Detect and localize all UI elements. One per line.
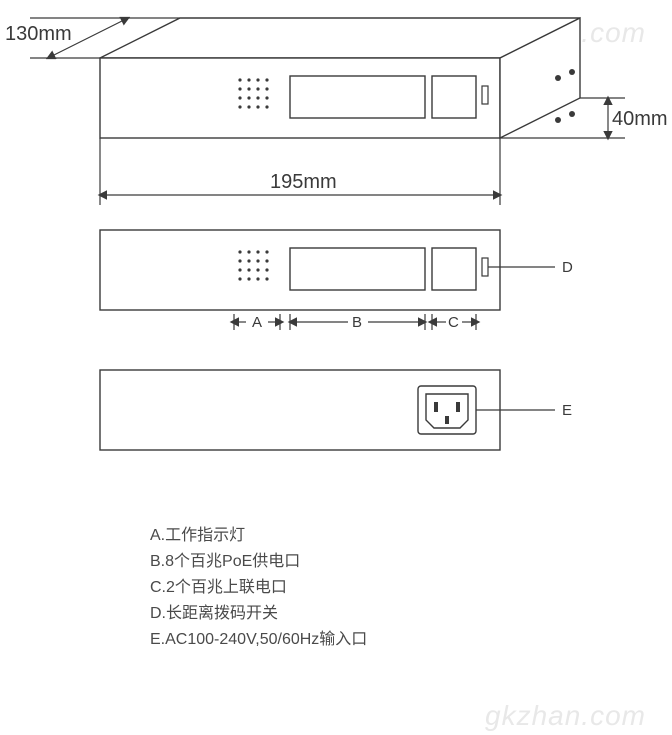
front-view-2 bbox=[100, 230, 500, 310]
height-label: 40mm bbox=[612, 108, 668, 130]
width-label: 195mm bbox=[270, 171, 337, 193]
watermark-bottom: gkzhan.com bbox=[485, 700, 646, 731]
legend-c: C.2个百兆上联电口 bbox=[150, 578, 287, 596]
callout-e: E bbox=[562, 402, 572, 419]
rear-view: E bbox=[100, 370, 572, 450]
legend-e: E.AC100-240V,50/60Hz输入口 bbox=[150, 630, 367, 648]
legend-a: A.工作指示灯 bbox=[150, 526, 245, 544]
legend: A.工作指示灯 B.8个百兆PoE供电口 C.2个百兆上联电口 D.长距离拨码开… bbox=[150, 526, 367, 648]
callout-d: D bbox=[562, 259, 573, 276]
callout-c: C bbox=[448, 314, 459, 331]
legend-d: D.长距离拨码开关 bbox=[150, 604, 278, 622]
iso-view bbox=[100, 18, 580, 138]
legend-b: B.8个百兆PoE供电口 bbox=[150, 552, 300, 570]
depth-label: 130mm bbox=[5, 23, 72, 45]
dim-width: 195mm bbox=[100, 138, 500, 205]
callout-a: A bbox=[252, 314, 262, 331]
callout-b: B bbox=[352, 314, 362, 331]
